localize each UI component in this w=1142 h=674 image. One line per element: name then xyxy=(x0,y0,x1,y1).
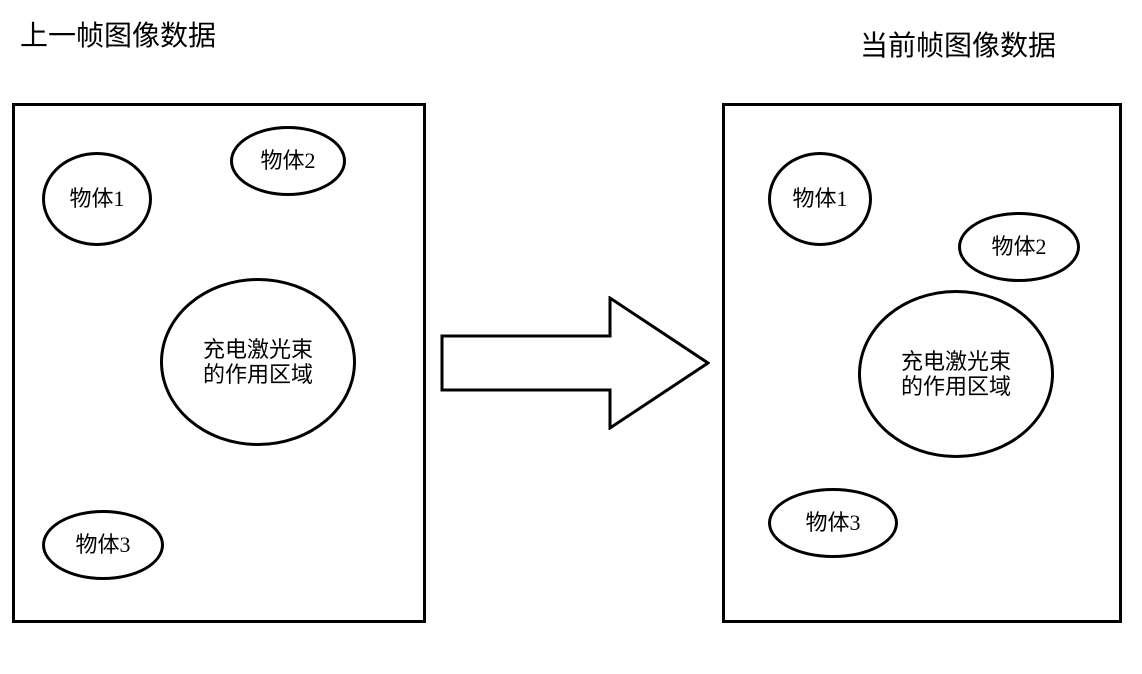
prev-object-3: 物体3 xyxy=(42,510,164,580)
arrow-icon xyxy=(440,296,710,430)
prev-object-1: 物体1 xyxy=(42,152,152,246)
curr-object-3: 物体3 xyxy=(768,488,898,558)
arrow-shape xyxy=(442,298,708,428)
title-previous-frame: 上一帧图像数据 xyxy=(20,14,216,54)
curr-object-1: 物体1 xyxy=(768,152,872,246)
curr-object-2-label: 物体2 xyxy=(991,234,1046,259)
prev-object-2-label: 物体2 xyxy=(260,148,315,173)
prev-object-3-label: 物体3 xyxy=(75,532,130,557)
prev-laser-region: 充电激光束 的作用区域 xyxy=(160,278,356,446)
prev-object-2: 物体2 xyxy=(230,126,346,196)
curr-object-2: 物体2 xyxy=(958,212,1080,282)
prev-laser-region-label: 充电激光束 的作用区域 xyxy=(203,337,313,388)
curr-object-3-label: 物体3 xyxy=(805,510,860,535)
curr-laser-region-label: 充电激光束 的作用区域 xyxy=(901,349,1011,400)
diagram-canvas: 上一帧图像数据 当前帧图像数据 物体1 物体2 充电激光束 的作用区域 物体3 … xyxy=(0,0,1142,674)
curr-laser-region: 充电激光束 的作用区域 xyxy=(858,290,1054,458)
transition-arrow xyxy=(440,296,710,430)
title-current-frame: 当前帧图像数据 xyxy=(860,24,1056,64)
prev-object-1-label: 物体1 xyxy=(69,186,124,211)
curr-object-1-label: 物体1 xyxy=(792,186,847,211)
